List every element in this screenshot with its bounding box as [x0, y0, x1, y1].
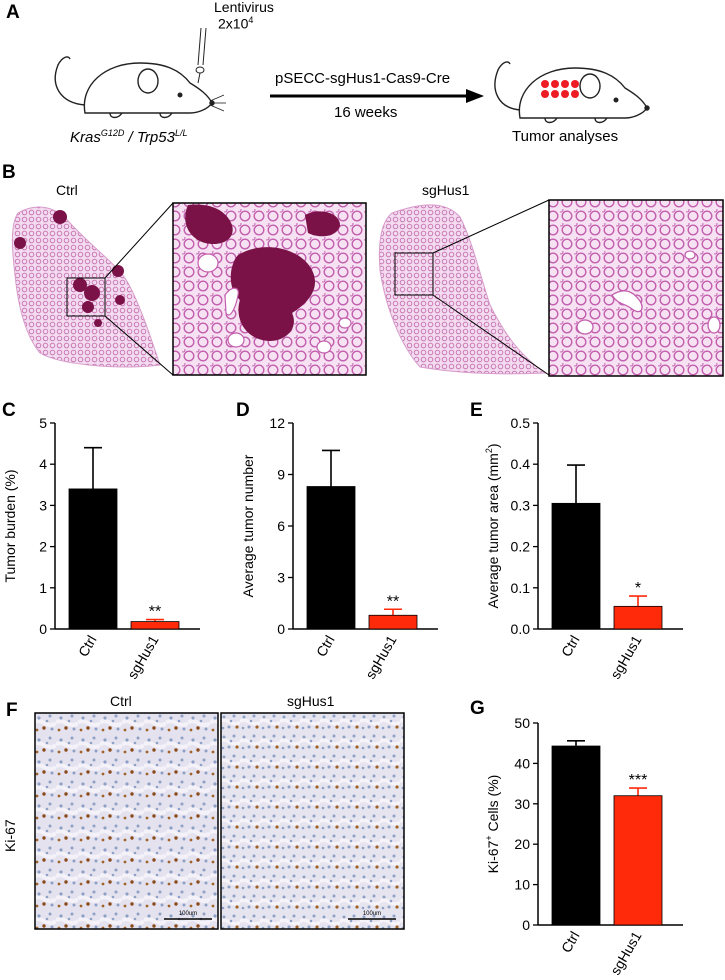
y-tick-label: 10 [514, 877, 530, 893]
y-tick-label: 4 [39, 456, 47, 472]
bar-ctrl [551, 745, 601, 926]
y-tick-label: 9 [277, 467, 285, 483]
y-tick-label: 0 [522, 917, 530, 933]
panel-g-label: G [470, 698, 485, 719]
y-tick-label: 2 [39, 539, 47, 555]
y-axis-label: Ki-67+ Cells (%) [484, 775, 501, 874]
significance-marker: *** [629, 772, 648, 789]
chart-d: 0 3 6 9 12 Average tumor number Ctrl ** sgHus1 [240, 415, 438, 682]
chart-e: 0.0 0.1 0.2 0.3 0.4 0.5 Average tumor area (mm… [484, 415, 683, 682]
significance-marker: ** [149, 604, 161, 621]
significance-marker: * [635, 580, 641, 597]
bar-ctrl [68, 488, 118, 630]
bar-ctrl [551, 502, 601, 630]
bar-sghus1 [613, 795, 663, 926]
y-tick-label: 0.5 [511, 415, 531, 431]
lentivirus-label: Lentivirus [214, 0, 274, 15]
panel-b-label: B [2, 162, 16, 183]
y-axis-label: Average tumor area (mm2) [484, 443, 501, 608]
y-tick-label: 0 [39, 621, 47, 637]
mouse-with-syringe-illustration [54, 27, 226, 119]
category-label: sgHus1 [362, 632, 400, 681]
outcome-label: Tumor analyses [512, 128, 619, 145]
category-label: sgHus1 [607, 632, 645, 681]
dose-label: 2x104 [218, 15, 254, 32]
bar-sghus1 [130, 621, 180, 630]
b-sghus1-label: sgHus1 [422, 182, 470, 198]
y-tick-label: 1 [39, 580, 47, 596]
y-tick-label: 0.1 [511, 580, 531, 596]
panel-f-label: F [6, 700, 18, 721]
panel-c-label: C [2, 400, 16, 421]
panel-e-label: E [470, 400, 483, 421]
y-tick-label: 5 [39, 415, 47, 431]
genotype-label: KrasG12D / Trp53L/L [70, 128, 188, 146]
y-tick-label: 0.3 [511, 497, 531, 513]
ihc-sghus1-image: 100um [220, 712, 405, 930]
y-tick-label: 30 [514, 796, 530, 812]
category-label: Ctrl [558, 633, 583, 660]
y-tick-label: 0.0 [511, 621, 531, 637]
category-label: Ctrl [75, 633, 100, 660]
ihc-ctrl-image: 100um [34, 712, 219, 930]
panel-d-label: D [236, 400, 250, 421]
timeline-arrow [270, 89, 484, 103]
duration-label: 16 weeks [334, 104, 398, 121]
panel-a-label: A [6, 2, 20, 23]
y-tick-label: 12 [269, 415, 285, 431]
chart-g: 0 10 20 30 40 50 Ki-67+ Cells (%) Ctrl *** sgHus1 [484, 715, 683, 978]
category-label: Ctrl [313, 633, 338, 660]
significance-marker: ** [387, 593, 399, 610]
y-tick-label: 6 [277, 518, 285, 534]
mouse-with-tumors-illustration [494, 61, 650, 124]
y-tick-label: 50 [514, 715, 530, 731]
y-tick-label: 3 [277, 570, 285, 586]
category-label: sgHus1 [607, 928, 645, 977]
f-ctrl-label: Ctrl [110, 693, 132, 709]
f-sghus1-label: sgHus1 [287, 693, 335, 709]
y-tick-label: 3 [39, 497, 47, 513]
f-row-label: Ki-67 [2, 819, 18, 852]
construct-label: pSECC-sgHus1-Cas9-Cre [275, 70, 451, 87]
y-tick-label: 20 [514, 836, 530, 852]
histology-panel-b [11, 199, 724, 377]
category-label: Ctrl [558, 929, 583, 956]
chart-c: 0 1 2 3 4 5 Tumor burden (%) Ctrl ** sgHus1 [2, 415, 200, 682]
tumor-dots [541, 80, 579, 98]
bar-sghus1 [368, 614, 418, 630]
b-ctrl-label: Ctrl [56, 182, 78, 198]
y-tick-label: 40 [514, 755, 530, 771]
y-tick-label: 0.4 [511, 456, 531, 472]
y-axis-label: Average tumor number [240, 454, 256, 597]
svg-text:100um: 100um [179, 911, 197, 917]
y-axis-label: Tumor burden (%) [2, 469, 18, 582]
category-label: sgHus1 [124, 632, 162, 681]
y-tick-label: 0.2 [511, 539, 531, 555]
svg-text:100um: 100um [363, 911, 381, 917]
bar-ctrl [306, 486, 356, 630]
y-tick-label: 0 [277, 621, 285, 637]
bar-sghus1 [613, 605, 663, 630]
